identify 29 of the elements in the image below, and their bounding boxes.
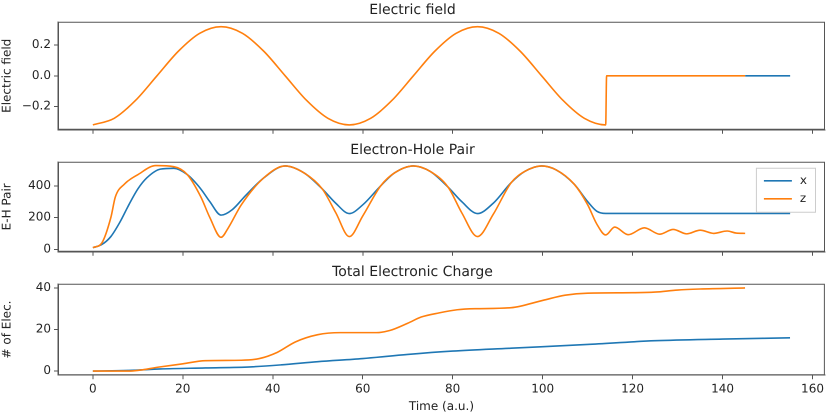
x-tick-label: 140 bbox=[711, 382, 734, 396]
x-tick-label: 160 bbox=[801, 382, 824, 396]
chart-title: Total Electronic Charge bbox=[331, 264, 493, 280]
y-axis-title: Electric field bbox=[0, 38, 14, 113]
y-tick-label: 400 bbox=[28, 178, 51, 192]
x-tick-label: 40 bbox=[265, 382, 280, 396]
chart-title: Electron-Hole Pair bbox=[350, 142, 476, 158]
line-series bbox=[92, 287, 746, 372]
x-tick-label: 120 bbox=[621, 382, 644, 396]
y-tick-label: 0 bbox=[43, 241, 51, 256]
x-axis-title: Time (a.u.) bbox=[408, 398, 474, 413]
y-tick-label: −0.2 bbox=[22, 98, 51, 113]
y-tick-label: 0.2 bbox=[32, 37, 51, 52]
y-axis-title: E-H Pair bbox=[0, 183, 14, 230]
y-tick-label: 20 bbox=[36, 322, 51, 336]
y-tick-label: 0 bbox=[43, 363, 51, 378]
x-tick-label: 20 bbox=[175, 382, 190, 396]
legend-label: z bbox=[800, 190, 806, 205]
x-tick-label: 80 bbox=[445, 382, 460, 396]
chart-title: Electric field bbox=[369, 2, 456, 18]
legend-label: x bbox=[800, 172, 808, 187]
x-tick-label: 0 bbox=[89, 382, 97, 396]
y-tick-label: 0.0 bbox=[32, 68, 51, 82]
line-series bbox=[92, 26, 746, 126]
y-axis-title: # of Elec. bbox=[0, 300, 14, 358]
x-tick-label: 100 bbox=[531, 382, 554, 396]
y-tick-label: 40 bbox=[36, 280, 51, 294]
y-tick-label: 200 bbox=[28, 210, 51, 224]
x-tick-label: 60 bbox=[355, 382, 370, 396]
